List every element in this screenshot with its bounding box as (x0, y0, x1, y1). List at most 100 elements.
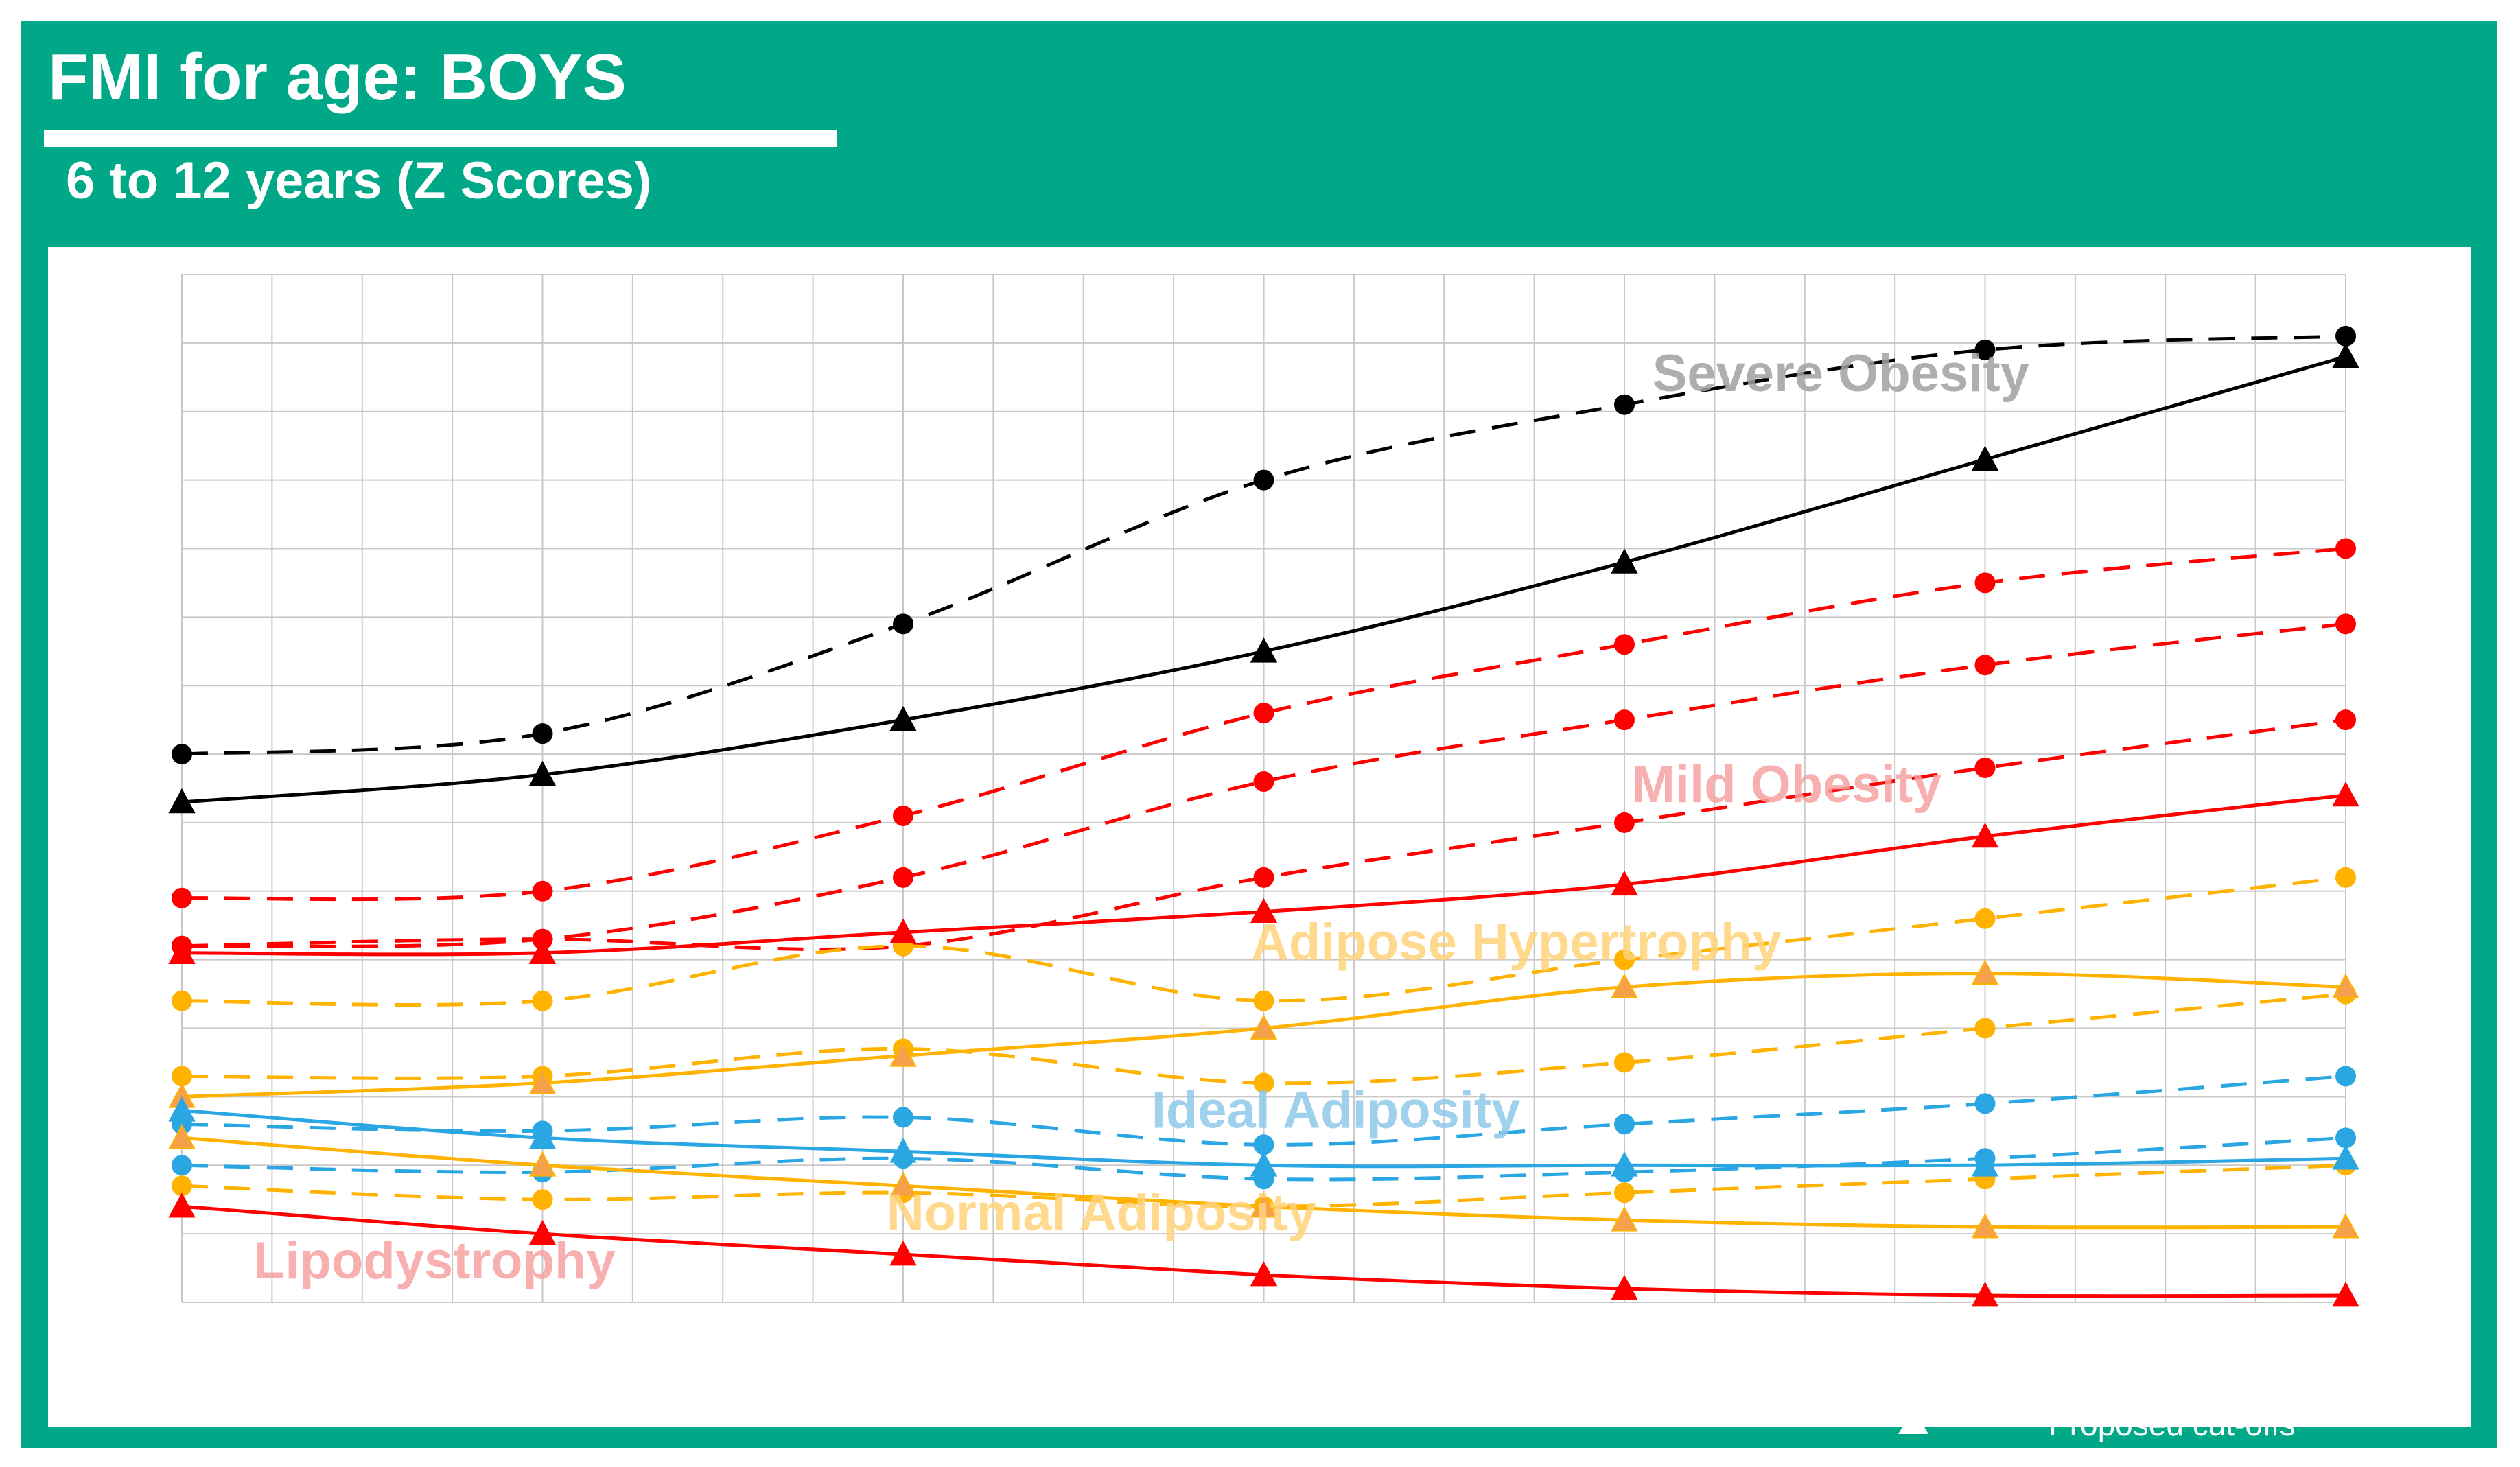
data-point (1614, 634, 1635, 655)
data-point (1253, 469, 1274, 491)
percentile-labels: P97 P90 P85 P75 P50 P25 P10 P3 (2375, 315, 2418, 1156)
data-point (1971, 1213, 1999, 1239)
zone-label: Normal Adiposity (887, 1184, 1316, 1242)
x-tick-labels: 6 7 8 9 10 11 12 (174, 1327, 2361, 1359)
chart-subtitle: 6 to 12 years (Z Scores) (66, 152, 652, 210)
legend-alpizar-italic: et al. (2154, 1368, 2226, 1403)
data-point (528, 1069, 557, 1094)
y-tick-label: 9 (137, 672, 152, 702)
y-tick-label: 12 (122, 467, 153, 497)
data-point (1253, 990, 1274, 1011)
data-point (1971, 445, 1999, 471)
data-point (2335, 1066, 2356, 1087)
data-point (1614, 949, 1635, 970)
y-tick-label: 4 (137, 1015, 153, 1045)
legend: Alpizar et al., 2017 Proposed cut-offs (1771, 1368, 2313, 1442)
y-tick-label: 10 (122, 603, 153, 633)
y-tick-label: 0 (137, 1289, 152, 1319)
data-point (1253, 867, 1274, 888)
x-tick-label: 8 (895, 1327, 911, 1359)
data-point (2335, 709, 2356, 731)
data-point (1614, 394, 1635, 415)
data-point (172, 1155, 192, 1176)
data-point (2332, 1145, 2359, 1170)
data-point (889, 706, 917, 731)
data-point (1253, 771, 1274, 793)
data-point (1250, 1014, 1278, 1040)
data-point (528, 939, 557, 964)
data-point (1611, 1151, 1638, 1177)
legend-proposed-label: Proposed cut-offs (2049, 1407, 2296, 1442)
zone-label: Lipodystrophy (253, 1232, 616, 1290)
data-point (1611, 973, 1638, 998)
data-point (1614, 1052, 1635, 1073)
data-point (1250, 1193, 1278, 1218)
data-point (1611, 1274, 1638, 1300)
data-point (172, 1066, 192, 1087)
data-point (889, 918, 917, 944)
zone-label: Adipose Hypertrophy (1251, 913, 1782, 972)
data-point (1971, 1151, 1999, 1177)
data-point (532, 723, 553, 744)
data-point (1974, 1093, 1996, 1114)
y-tick-label: 11 (124, 535, 152, 565)
data-point (168, 1193, 196, 1218)
data-point (1971, 1281, 1999, 1307)
data-point (172, 1175, 192, 1197)
data-point (1974, 572, 1996, 594)
data-point (1971, 959, 1999, 985)
data-point (893, 805, 913, 826)
data-point (1974, 758, 1996, 779)
x-axis-label: Age (years) (1180, 1365, 1353, 1401)
x-tick-label: 6 (174, 1327, 189, 1359)
x-tick-label: 7 (535, 1327, 550, 1359)
data-point (1614, 1182, 1635, 1204)
data-point (172, 887, 192, 908)
data-point (168, 1096, 196, 1122)
data-point (893, 1107, 913, 1128)
data-point (528, 1151, 557, 1177)
zone-label: Ideal Adiposity (1152, 1081, 1521, 1139)
data-point (889, 1240, 917, 1266)
percentile-label: P90 (2375, 527, 2418, 567)
chart-title: FMI for age: BOYS (48, 40, 627, 114)
data-point (2335, 1127, 2356, 1149)
data-point (528, 1124, 557, 1149)
data-point (2332, 1213, 2359, 1239)
data-point (893, 613, 913, 635)
data-point (1611, 548, 1638, 574)
legend-triangle-marker (1898, 1408, 1928, 1434)
title-underline (44, 130, 837, 147)
percentile-label: P97 (2375, 315, 2418, 355)
series-1 (172, 538, 2356, 908)
data-point (1611, 1206, 1638, 1232)
data-point (528, 1220, 557, 1245)
series-0 (172, 325, 2356, 765)
data-point (1974, 655, 1996, 676)
data-point (889, 1042, 917, 1067)
percentile-label: P85 (2375, 602, 2418, 642)
data-point (889, 1138, 917, 1163)
y-tick-label: 8 (137, 740, 152, 771)
data-point (532, 880, 553, 902)
y-tick-label: 13 (122, 398, 153, 428)
zone-label: Mild Obesity (1632, 755, 1942, 814)
data-point (1611, 870, 1638, 896)
series-12 (168, 1096, 2359, 1177)
series-layer (168, 325, 2359, 1307)
data-point (1250, 637, 1278, 663)
data-point (2335, 325, 2356, 347)
y-tick-label: 1 (137, 1220, 152, 1250)
data-point (1250, 1260, 1278, 1287)
data-point (168, 939, 196, 964)
data-point (893, 867, 913, 888)
data-point (532, 990, 553, 1011)
legend-circle-marker (1900, 1372, 1926, 1398)
data-point (1614, 1114, 1635, 1135)
series-9 (168, 342, 2359, 814)
data-point (168, 788, 196, 814)
y-tick-label: 15 (122, 261, 153, 291)
data-point (1253, 703, 1274, 724)
